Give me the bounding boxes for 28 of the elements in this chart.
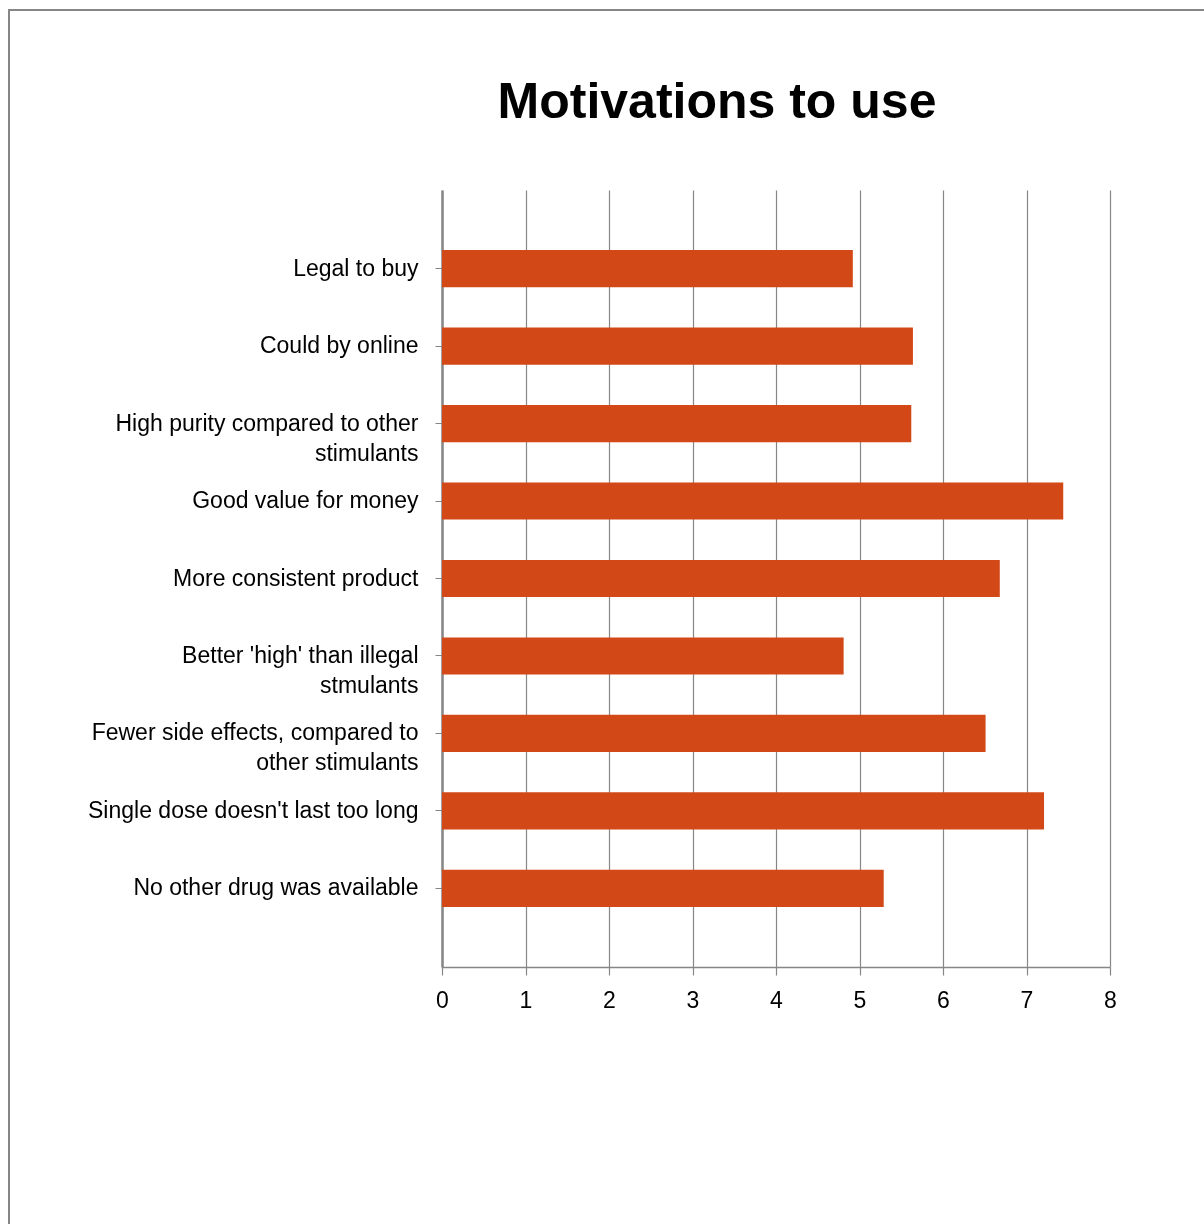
bar <box>442 482 1064 520</box>
y-tick-label: Could by online <box>259 332 419 359</box>
bar <box>442 404 912 443</box>
y-tick-label: Single dose doesn't last too long <box>88 796 419 823</box>
x-tick-label: 5 <box>853 986 867 1013</box>
x-tick-label: 4 <box>770 986 784 1013</box>
y-tick-label: More consistent product <box>173 564 420 591</box>
x-tick-label: 8 <box>1104 986 1117 1013</box>
bar <box>442 869 884 907</box>
bar <box>442 637 844 675</box>
bar <box>442 792 1045 830</box>
x-tick-label: 2 <box>603 986 616 1013</box>
y-tick-label: Better 'high' than illegal stmulants <box>182 641 419 698</box>
x-tick-label: 3 <box>686 986 700 1013</box>
y-tick-label: Legal to buy <box>293 254 419 281</box>
y-tick-label: No other drug was available <box>133 874 419 901</box>
bar <box>442 559 1000 598</box>
bar <box>442 714 986 753</box>
x-tick-label: 7 <box>1020 986 1034 1013</box>
x-tick-label: 0 <box>436 986 449 1013</box>
bar <box>442 250 853 288</box>
y-tick-label: High purity compared to other stimulants <box>115 409 419 466</box>
y-tick-label: Good value for money <box>192 487 419 514</box>
chart-title: Motivations to use <box>497 73 937 129</box>
bar <box>442 327 913 365</box>
y-tick-label: Fewer side effects, compared to other stimulants <box>91 719 419 776</box>
x-tick-label: 6 <box>937 986 950 1013</box>
x-tick-label: 1 <box>519 986 533 1013</box>
